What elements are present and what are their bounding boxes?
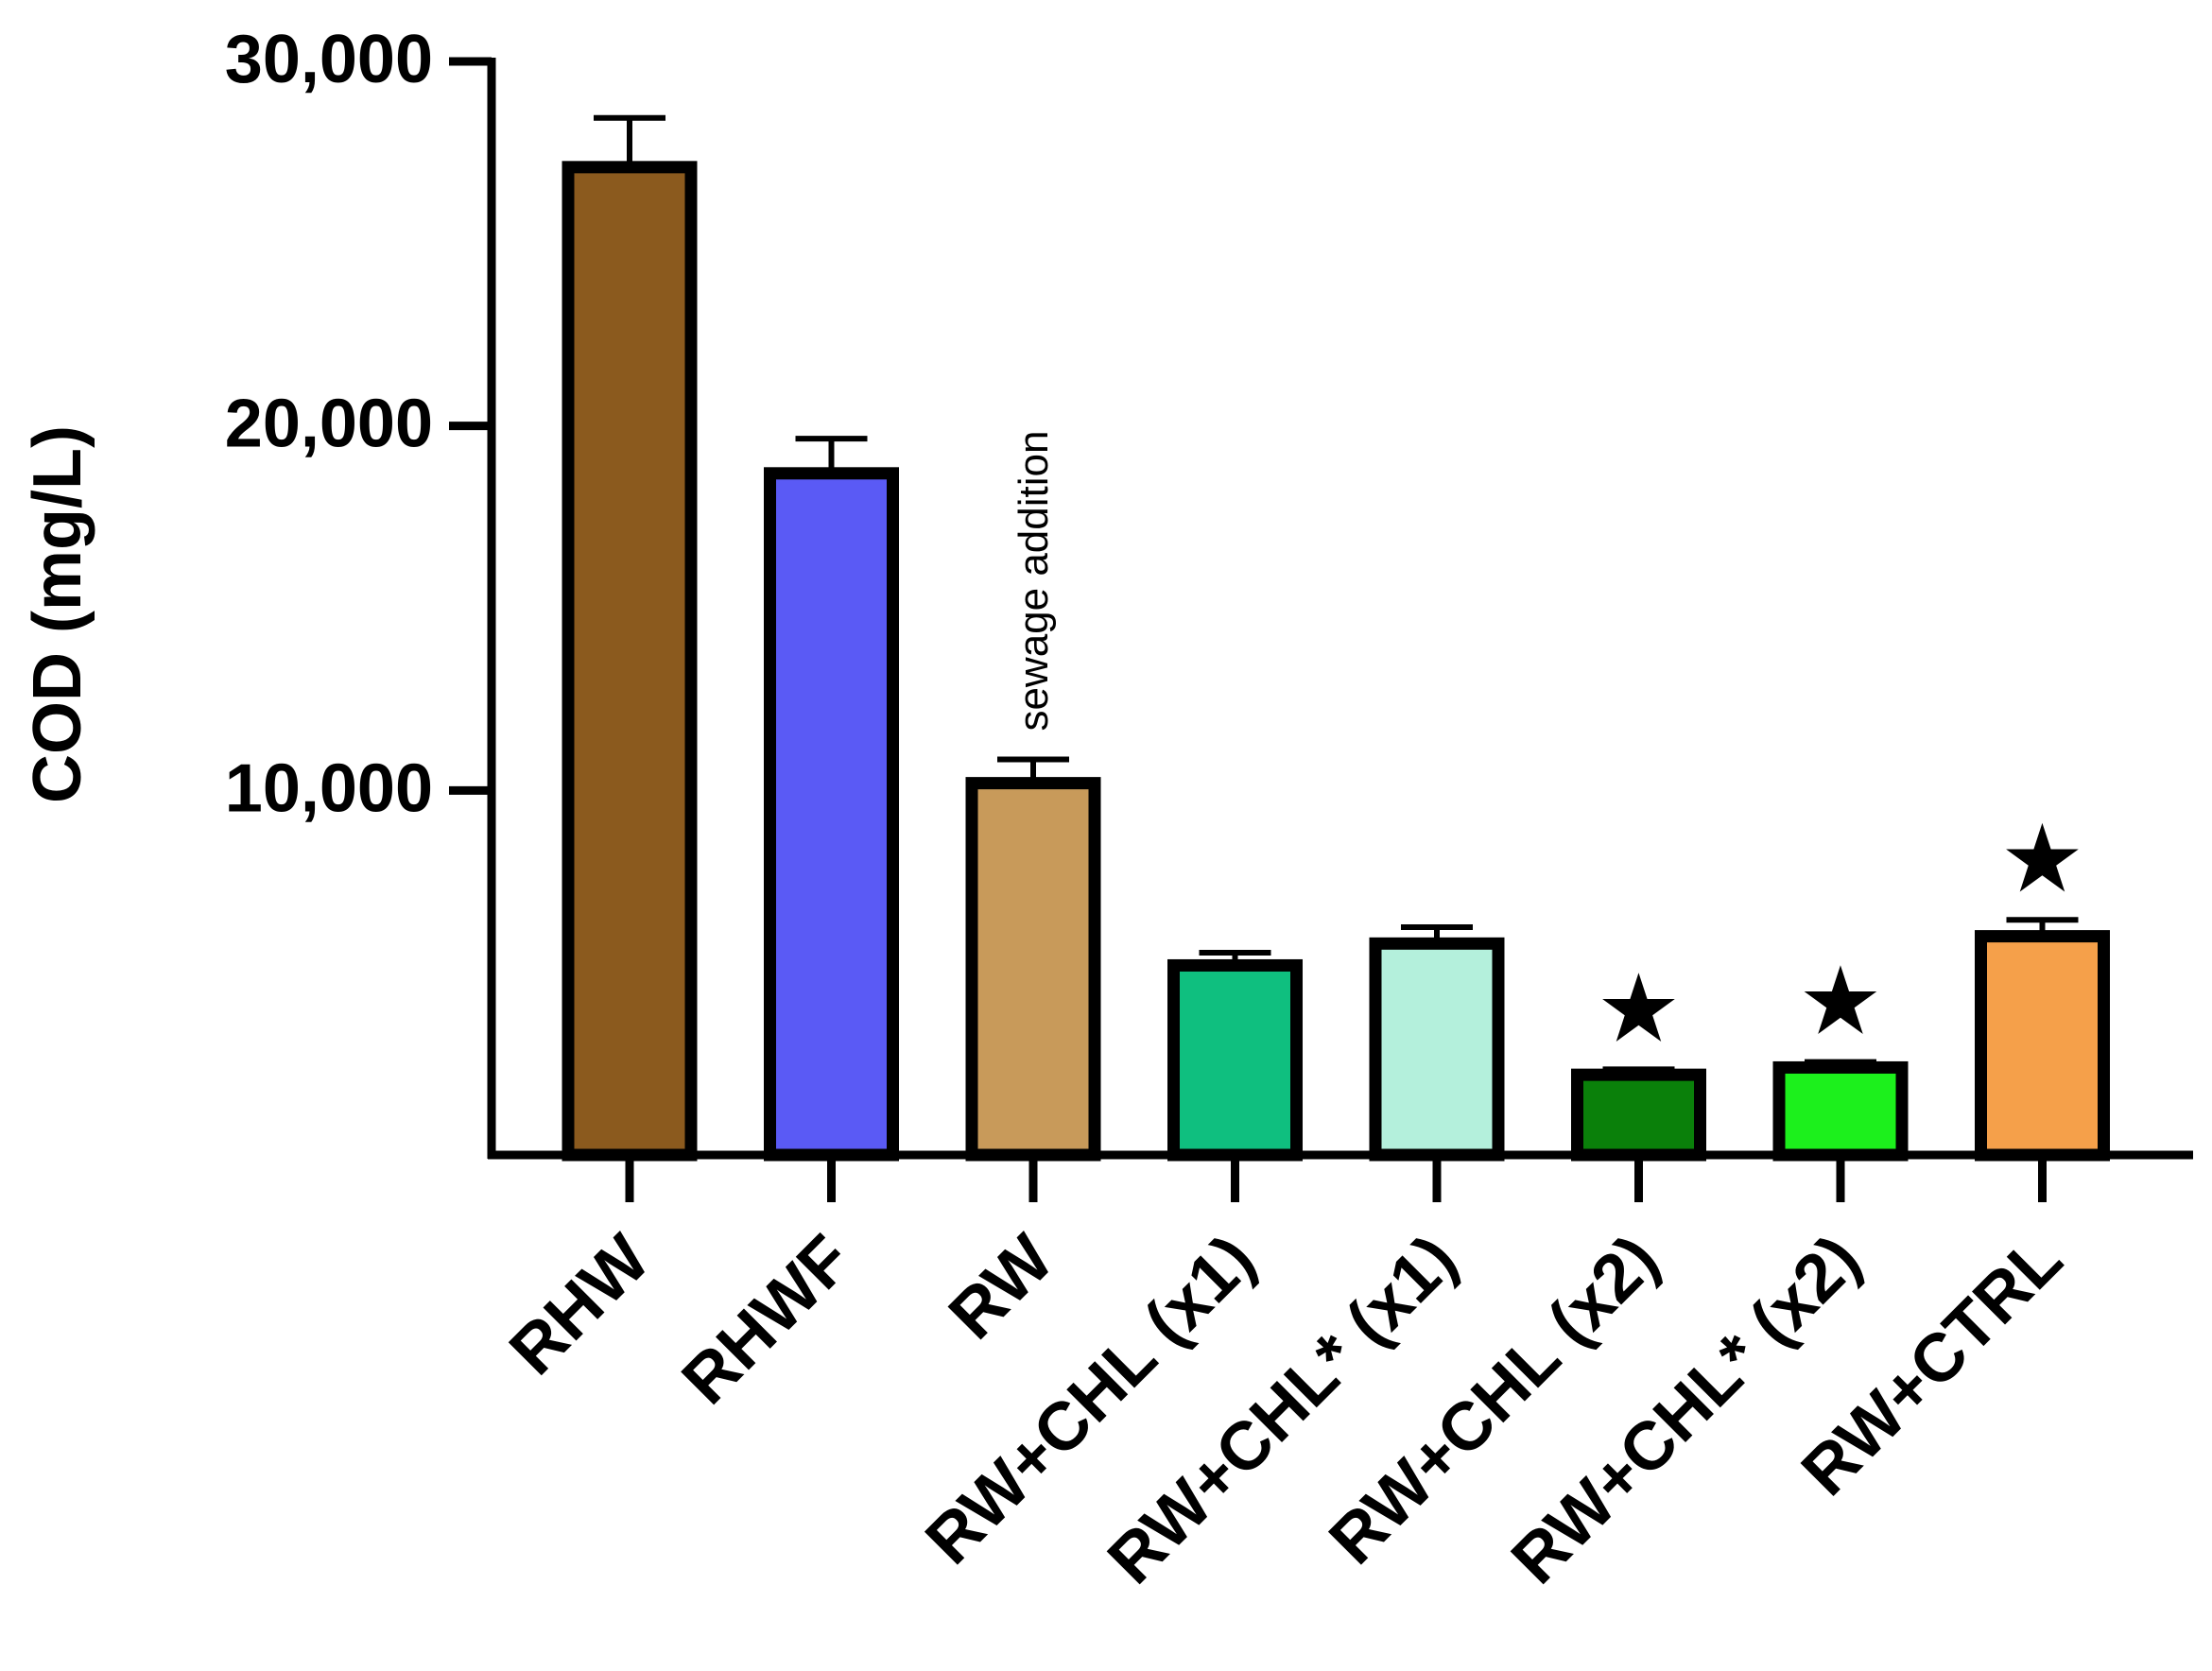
x-tick-label: RW — [935, 1221, 1067, 1353]
annotation-label: sewage addition — [1011, 431, 1057, 732]
bar — [1772, 1060, 1909, 1162]
y-tick-label: 10,000 — [225, 750, 433, 826]
y-tick-label: 30,000 — [225, 22, 433, 97]
significance-star: ★ — [1597, 956, 1682, 1061]
bar — [965, 777, 1101, 1162]
y-tick-label: 20,000 — [225, 387, 433, 462]
bar — [562, 161, 698, 1162]
bar — [1571, 1068, 1706, 1162]
bars: ★ ★ ★ sewage addition — [562, 114, 2110, 1162]
significance-star: ★ — [1798, 949, 1883, 1055]
x-tick-label: RHW — [495, 1221, 664, 1389]
bar — [764, 467, 899, 1162]
significance-star: ★ — [2000, 806, 2085, 912]
bar — [1167, 958, 1303, 1162]
y-axis-title: COD (mg/L) — [20, 425, 95, 803]
bar — [1975, 930, 2110, 1162]
x-tick-label: RHWF — [668, 1221, 866, 1419]
x-tick-label: RW+CHL* (x1) — [1094, 1221, 1471, 1598]
bar — [1369, 937, 1505, 1162]
x-tick-label: RW+CHL* (x2) — [1497, 1221, 1875, 1598]
